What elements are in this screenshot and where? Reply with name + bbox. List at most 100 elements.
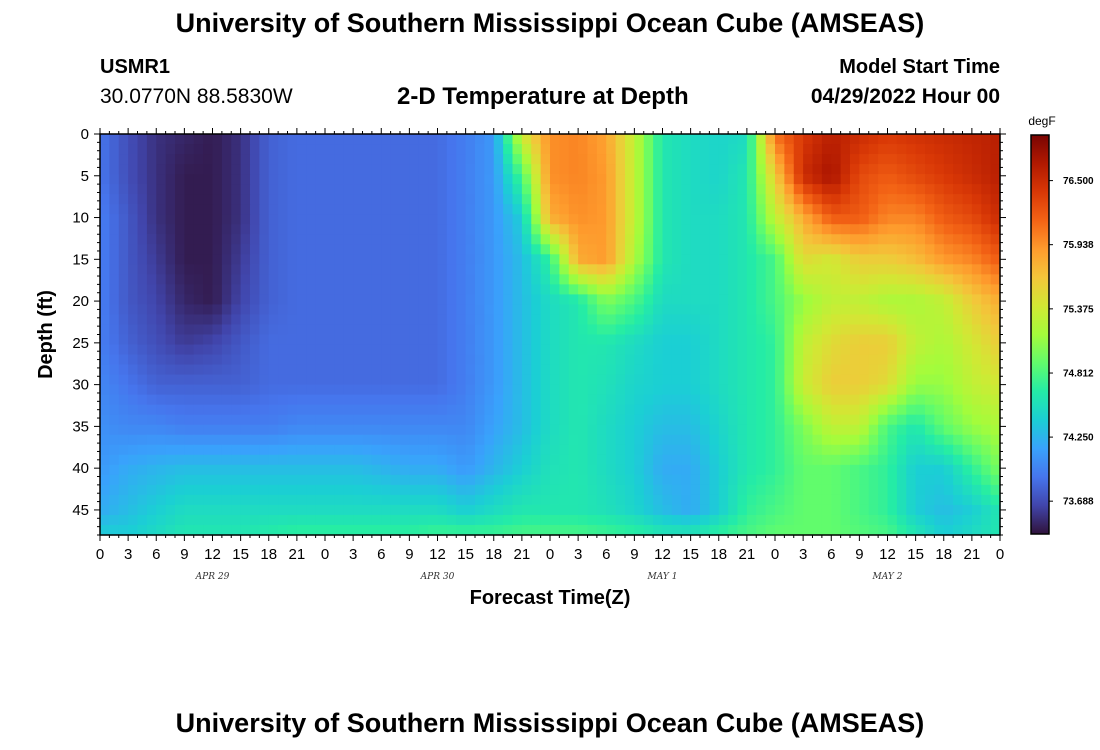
heatmap-cell (362, 254, 373, 265)
heatmap-cell (746, 144, 757, 155)
heatmap-cell (896, 404, 907, 416)
heatmap-cell (371, 254, 382, 265)
heatmap-cell (371, 144, 382, 155)
heatmap-cell (334, 444, 345, 456)
heatmap-cell (925, 354, 935, 366)
heatmap-cell (728, 264, 739, 275)
heatmap-cell (156, 274, 167, 285)
heatmap-cell (559, 174, 570, 185)
heatmap-cell (868, 434, 879, 446)
heatmap-cell (643, 224, 654, 235)
heatmap-cell (737, 274, 748, 285)
heatmap-cell (156, 304, 167, 316)
heatmap-cell (615, 504, 626, 516)
heatmap-cell (165, 144, 176, 155)
heatmap-cell (700, 174, 710, 185)
heatmap-cell (137, 404, 148, 416)
heatmap-cell (418, 504, 429, 516)
heatmap-cell (765, 314, 776, 326)
heatmap-cell (568, 424, 579, 436)
heatmap-cell (653, 144, 664, 155)
heatmap-cell (812, 394, 823, 406)
heatmap-cell (193, 344, 204, 356)
heatmap-cell (315, 374, 326, 386)
x-tick-label: 21 (739, 546, 756, 563)
heatmap-cell (559, 254, 570, 265)
heatmap-cell (390, 454, 401, 466)
heatmap-cell (868, 234, 879, 245)
heatmap-cell (840, 284, 851, 295)
heatmap-cell (184, 324, 195, 336)
heatmap-cell (203, 444, 214, 456)
heatmap-cell (437, 254, 448, 265)
heatmap-cell (362, 304, 373, 316)
heatmap-cell (850, 354, 860, 366)
heatmap-cell (278, 214, 289, 225)
heatmap-cell (231, 254, 242, 265)
heatmap-cell (118, 444, 129, 456)
heatmap-cell (850, 204, 860, 215)
heatmap-cell (456, 144, 467, 155)
heatmap-cell (156, 244, 167, 255)
heatmap-cell (203, 134, 214, 145)
heatmap-cell (475, 344, 485, 356)
heatmap-cell (690, 324, 701, 336)
heatmap-cell (231, 314, 242, 326)
heatmap-cell (643, 294, 654, 306)
heatmap-cell (203, 494, 214, 506)
heatmap-cell (906, 204, 917, 215)
heatmap-cell (362, 394, 373, 406)
heatmap-cell (953, 164, 964, 175)
heatmap-cell (446, 434, 457, 446)
heatmap-cell (306, 394, 317, 406)
heatmap-cell (653, 344, 664, 356)
y-tick-label: 45 (72, 502, 89, 519)
heatmap-cell (240, 464, 251, 476)
heatmap-cell (606, 154, 617, 165)
heatmap-cell (934, 384, 945, 396)
heatmap-cell (934, 344, 945, 356)
heatmap-cell (765, 424, 776, 436)
heatmap-cell (531, 494, 542, 506)
heatmap-cell (475, 444, 485, 456)
heatmap-cell (606, 384, 617, 396)
heatmap-cell (531, 454, 542, 466)
heatmap-cell (371, 524, 382, 536)
heatmap-cell (550, 464, 560, 476)
heatmap-cell (850, 334, 860, 346)
heatmap-cell (306, 174, 317, 185)
heatmap-cell (868, 384, 879, 396)
heatmap-cell (756, 224, 767, 235)
heatmap-cell (634, 294, 645, 306)
heatmap-cell (512, 434, 523, 446)
heatmap-cell (850, 284, 860, 295)
heatmap-cell (531, 304, 542, 316)
heatmap-cell (990, 384, 1001, 396)
heatmap-cell (184, 374, 195, 386)
heatmap-cell (465, 134, 476, 145)
heatmap-cell (203, 354, 214, 366)
heatmap-cell (728, 424, 739, 436)
heatmap-cell (803, 144, 814, 155)
heatmap-cell (521, 394, 532, 406)
heatmap-cell (456, 174, 467, 185)
heatmap-cell (221, 504, 232, 516)
heatmap-cell (803, 464, 814, 476)
heatmap-cell (428, 404, 439, 416)
heatmap-cell (746, 494, 757, 506)
heatmap-cell (409, 214, 420, 225)
heatmap-cell (653, 484, 664, 496)
heatmap-cell (896, 144, 907, 155)
heatmap-cell (268, 184, 279, 195)
heatmap-cell (428, 454, 439, 466)
heatmap-cell (718, 444, 729, 456)
colorbar-tick-label: 73.688 (1063, 497, 1094, 508)
heatmap-cell (746, 154, 757, 165)
heatmap-cell (821, 434, 832, 446)
heatmap-cell (831, 154, 842, 165)
heatmap-cell (625, 504, 635, 516)
heatmap-cell (821, 174, 832, 185)
heatmap-cell (643, 344, 654, 356)
heatmap-cell (990, 414, 1001, 426)
heatmap-cell (146, 304, 157, 316)
